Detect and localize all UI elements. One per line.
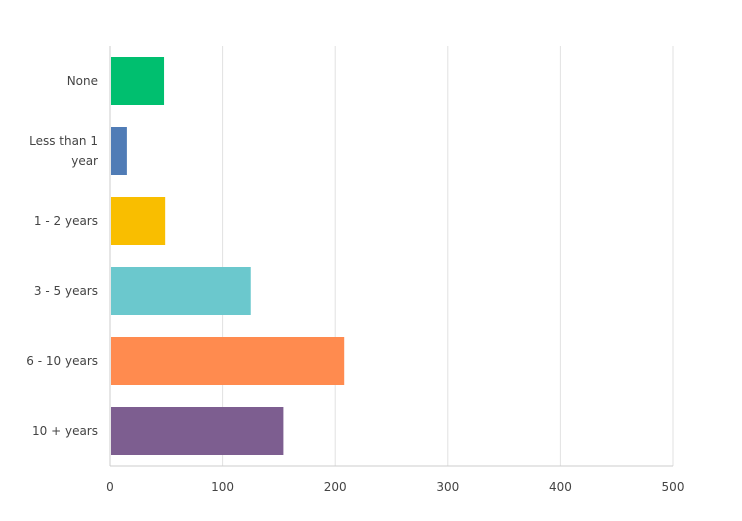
bar (111, 267, 251, 315)
x-tick-label: 400 (549, 480, 572, 494)
x-tick-label: 0 (106, 480, 114, 494)
category-label: 10 + years (32, 424, 98, 438)
x-tick-label: 200 (324, 480, 347, 494)
gridlines (222, 46, 674, 466)
category-label: None (67, 74, 98, 88)
bar (111, 197, 166, 245)
bar (111, 57, 165, 105)
bar (111, 337, 345, 385)
x-tick-labels: 0 100 200 300 400 500 (106, 480, 684, 494)
category-labels: None Less than 1 year 1 - 2 years 3 - 5 year… (26, 74, 98, 438)
bars (111, 57, 345, 455)
x-tick-label: 300 (436, 480, 459, 494)
category-label: 6 - 10 years (26, 354, 98, 368)
bar (111, 127, 127, 175)
x-tick-label: 100 (211, 480, 234, 494)
category-label: Less than 1 year (29, 134, 98, 168)
bar (111, 407, 284, 455)
x-tick-label: 500 (662, 480, 685, 494)
category-label: 3 - 5 years (34, 284, 98, 298)
axes (109, 46, 673, 467)
category-label: 1 - 2 years (34, 214, 98, 228)
